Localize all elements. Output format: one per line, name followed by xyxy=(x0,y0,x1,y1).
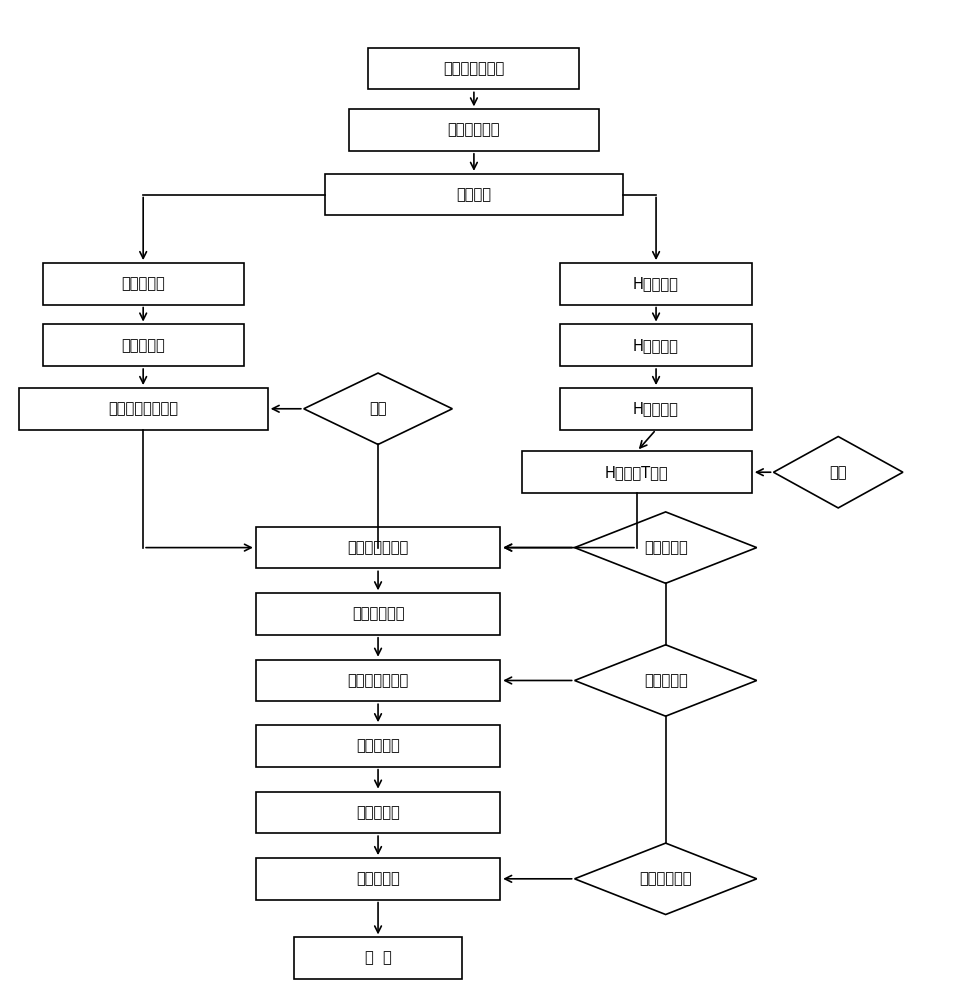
Bar xyxy=(18,388,268,430)
Polygon shape xyxy=(574,512,757,583)
Bar xyxy=(349,109,599,151)
Bar xyxy=(368,48,579,89)
Text: 检查: 检查 xyxy=(830,465,847,480)
Polygon shape xyxy=(574,645,757,716)
Polygon shape xyxy=(574,843,757,915)
Bar xyxy=(522,451,752,493)
Text: 大组立焊接: 大组立焊接 xyxy=(356,805,400,820)
Bar xyxy=(256,660,500,701)
Text: 固定、定位: 固定、定位 xyxy=(644,540,688,555)
Polygon shape xyxy=(774,437,903,508)
Text: 定位框定位: 定位框定位 xyxy=(644,673,688,688)
Text: 成  品: 成 品 xyxy=(365,951,392,966)
Text: 大组立装配: 大组立装配 xyxy=(356,738,400,753)
Bar xyxy=(256,593,500,635)
Text: 定位框检验与矫正: 定位框检验与矫正 xyxy=(108,401,178,416)
Text: H型钢校正: H型钢校正 xyxy=(633,401,679,416)
Bar xyxy=(256,792,500,833)
Bar xyxy=(294,937,462,979)
Text: 异形钢构件组立: 异形钢构件组立 xyxy=(347,540,409,555)
Bar xyxy=(325,174,623,215)
Text: H型钢组对: H型钢组对 xyxy=(633,276,679,291)
Bar xyxy=(43,324,244,366)
Text: 材料切割下料: 材料切割下料 xyxy=(448,123,500,138)
Bar xyxy=(256,858,500,900)
Text: 复核: 复核 xyxy=(369,401,387,416)
Text: 清磨、校正: 清磨、校正 xyxy=(356,871,400,886)
Bar xyxy=(256,725,500,767)
Bar xyxy=(560,324,752,366)
Text: 钢板选取、拼接: 钢板选取、拼接 xyxy=(443,61,505,76)
Text: 异形十字焊接: 异形十字焊接 xyxy=(352,607,404,622)
Bar xyxy=(560,263,752,305)
Text: 定位框制作: 定位框制作 xyxy=(121,338,165,353)
Text: 定位框设计: 定位框设计 xyxy=(121,276,165,291)
Text: 尺寸外观检查: 尺寸外观检查 xyxy=(639,871,692,886)
Bar xyxy=(43,263,244,305)
Text: H型钢、T型钢: H型钢、T型钢 xyxy=(605,465,669,480)
Text: 材料检测: 材料检测 xyxy=(456,187,491,202)
Bar xyxy=(256,527,500,568)
Bar xyxy=(560,388,752,430)
Text: 十字校正、固定: 十字校正、固定 xyxy=(347,673,409,688)
Polygon shape xyxy=(304,373,453,444)
Text: H型钢焊接: H型钢焊接 xyxy=(633,338,679,353)
